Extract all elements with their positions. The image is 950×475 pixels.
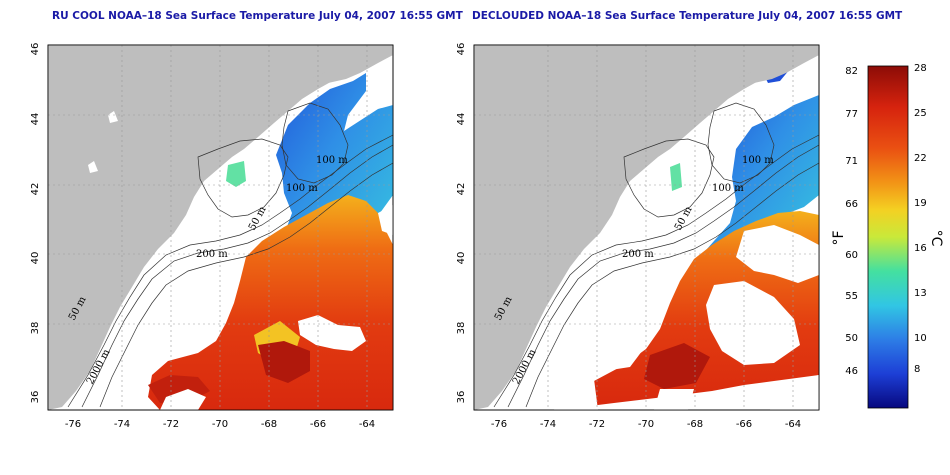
- f-tick: 50: [845, 333, 858, 344]
- f-tick: 46: [845, 366, 858, 377]
- land-mass: [48, 45, 393, 410]
- f-tick: 66: [845, 199, 858, 210]
- grid-lines: [48, 45, 393, 410]
- f-tick: 60: [845, 250, 858, 261]
- c-tick: 16: [914, 243, 927, 254]
- y-tick: 40: [30, 252, 41, 265]
- x-tick: -68: [687, 419, 703, 430]
- color-bar-gradient: [867, 65, 909, 409]
- x-tick: -76: [491, 419, 507, 430]
- c-tick: 13: [914, 288, 927, 299]
- f-tick: 71: [845, 156, 858, 167]
- f-tick: 55: [845, 291, 858, 302]
- y-tick: 38: [30, 322, 41, 335]
- panel-title-raw: RU COOL NOAA–18 Sea Surface Temperature …: [52, 10, 463, 22]
- color-bar: 82 77 71 66 60 55 50 46 28 25 22 19 16 1…: [831, 63, 944, 409]
- x-tick: -76: [65, 419, 81, 430]
- contour-label-100m-b: 100 m: [286, 183, 318, 194]
- warm-water-region: [148, 195, 393, 410]
- map-panel-raw: 100 m 100 m 50 m 200 m 50 m 2000 m 46 44…: [30, 43, 394, 430]
- cloud-mask: [554, 225, 819, 410]
- contour-label-100m-a: 100 m: [316, 155, 348, 166]
- contour-label-100m-a: 100 m: [742, 155, 774, 166]
- y-tick: 42: [30, 183, 41, 196]
- x-tick: -74: [540, 419, 556, 430]
- bathymetry-contours: [493, 102, 819, 408]
- panel-title-declouded: DECLOUDED NOAA–18 Sea Surface Temperatur…: [472, 10, 903, 22]
- celsius-unit-label: °C: [928, 230, 944, 247]
- grid-lines: [474, 45, 819, 410]
- y-tick: 36: [30, 391, 41, 404]
- c-tick: 19: [914, 198, 927, 209]
- x-tick: -70: [212, 419, 228, 430]
- y-tick: 36: [456, 391, 467, 404]
- x-axis: -76 -74 -72 -70 -68 -66 -64: [65, 419, 375, 430]
- y-tick: 42: [456, 183, 467, 196]
- contour-label-200m: 200 m: [622, 249, 654, 260]
- celsius-ticks: 28 25 22 19 16 13 10 8: [914, 63, 927, 375]
- x-tick: -66: [736, 419, 752, 430]
- y-tick: 46: [30, 43, 41, 56]
- contour-label-100m-b: 100 m: [712, 183, 744, 194]
- fahrenheit-ticks: 82 77 71 66 60 55 50 46: [845, 66, 858, 377]
- contour-label-200m: 200 m: [196, 249, 228, 260]
- x-tick: -66: [310, 419, 326, 430]
- f-tick: 77: [845, 109, 858, 120]
- y-tick: 44: [456, 113, 467, 126]
- x-tick: -74: [114, 419, 130, 430]
- land-mass: [474, 45, 819, 410]
- x-tick: -70: [638, 419, 654, 430]
- x-tick: -64: [359, 419, 375, 430]
- x-tick: -68: [261, 419, 277, 430]
- f-tick: 82: [845, 66, 858, 77]
- x-tick: -64: [785, 419, 801, 430]
- y-tick: 40: [456, 252, 467, 265]
- bathymetry-contours: [67, 102, 393, 408]
- y-tick: 38: [456, 322, 467, 335]
- c-tick: 22: [914, 153, 927, 164]
- map-panel-declouded: 100 m 100 m 50 m 200 m 50 m 2000 m 46 44…: [456, 43, 820, 430]
- x-tick: -72: [589, 419, 605, 430]
- fahrenheit-unit-label: °F: [831, 230, 847, 245]
- y-tick: 44: [30, 113, 41, 126]
- x-axis: -76 -74 -72 -70 -68 -66 -64: [491, 419, 801, 430]
- cool-water-region: [700, 95, 819, 263]
- y-axis: 46 44 42 40 38 36: [30, 43, 41, 404]
- y-axis: 46 44 42 40 38 36: [456, 43, 467, 404]
- y-tick: 46: [456, 43, 467, 56]
- c-tick: 8: [914, 364, 920, 375]
- x-tick: -72: [163, 419, 179, 430]
- c-tick: 10: [914, 333, 927, 344]
- c-tick: 25: [914, 108, 927, 119]
- c-tick: 28: [914, 63, 927, 74]
